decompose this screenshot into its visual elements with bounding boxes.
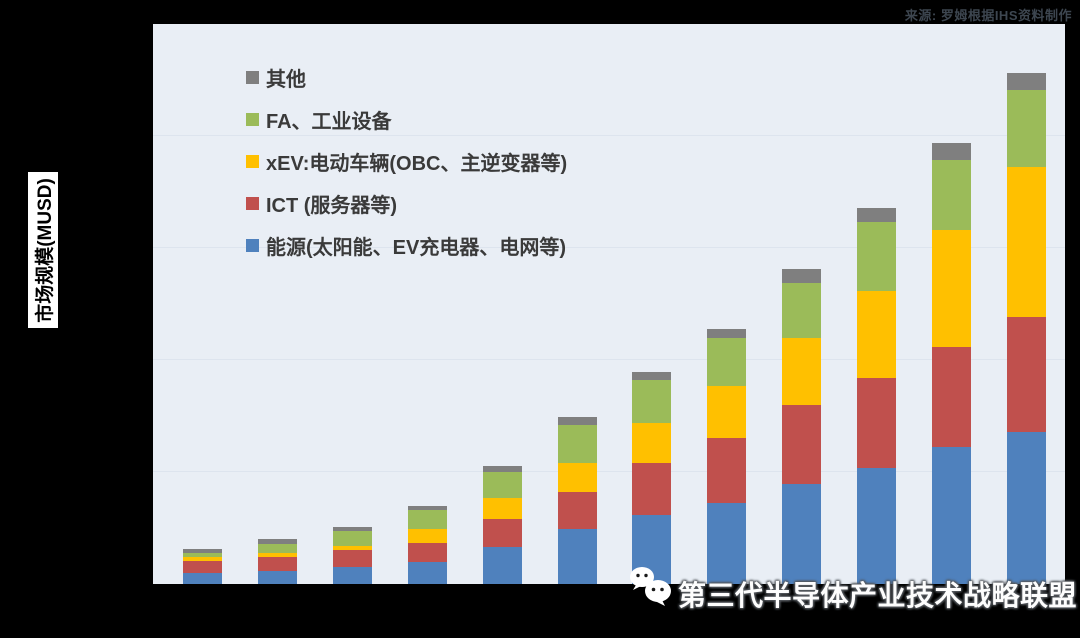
gridline (153, 135, 1065, 136)
bar-segment (932, 447, 971, 584)
legend-swatch (246, 154, 259, 168)
bar-segment (332, 545, 372, 551)
stacked-bar (782, 269, 822, 584)
bar-segment (1006, 431, 1046, 584)
bar-segment (482, 497, 522, 520)
stacked-bar (482, 466, 522, 584)
legend: 其他 FA、工业设备 xEV:电动车辆(OBC、主逆变器等) ICT (服务器等) 能源… (246, 56, 567, 266)
bar-segment (557, 463, 597, 493)
bar-segment (557, 424, 597, 464)
legend-swatch (246, 112, 259, 126)
bar-segment (932, 346, 971, 448)
plot-area: 其他 FA、工业设备 xEV:电动车辆(OBC、主逆变器等) ICT (服务器等) 能源… (153, 24, 1065, 584)
legend-item: FA、工业设备 (246, 98, 567, 140)
y-axis-label-box: 市场规模(MUSD) (28, 172, 58, 328)
stacked-bar (707, 328, 747, 584)
legend-label: 其他 (266, 68, 306, 91)
legend-label: 能源(太阳能、EV充电器、电网等) (266, 236, 566, 259)
bar-segment (407, 561, 447, 584)
legend-swatch (246, 196, 259, 210)
bar-segment (932, 230, 971, 347)
stacked-bar (932, 142, 971, 584)
bar-segment (482, 547, 522, 584)
legend-item: xEV:电动车辆(OBC、主逆变器等) (246, 140, 567, 182)
stacked-bar (407, 505, 447, 584)
bar-segment (257, 552, 297, 558)
bar-segment (183, 549, 222, 553)
stacked-bar (557, 417, 597, 584)
bar-segment (482, 472, 522, 498)
bar-segment (932, 159, 971, 231)
bar-segment (1006, 90, 1046, 168)
legend-label: FA、工业设备 (266, 110, 392, 133)
bar-segment (782, 484, 822, 584)
stacked-bar (183, 549, 222, 584)
bar-segment (707, 385, 747, 439)
stacked-bar (857, 207, 897, 584)
legend-swatch (246, 70, 259, 84)
bar-segment (257, 539, 297, 544)
bar-segment (183, 560, 222, 573)
bar-segment (857, 377, 897, 468)
wechat-icon (630, 567, 671, 606)
stacked-bar (632, 372, 672, 584)
bar-segment (857, 467, 897, 584)
bar-segment (707, 337, 747, 386)
bar-segment (557, 492, 597, 530)
bar-segment (183, 552, 222, 558)
bar-segment (632, 380, 672, 423)
bar-segment (557, 529, 597, 584)
bar-segment (782, 404, 822, 485)
bar-segment (407, 510, 447, 530)
bar-segment (857, 207, 897, 223)
bar-segment (857, 222, 897, 291)
bar-segment (407, 529, 447, 543)
bar-segment (482, 466, 522, 473)
bar-segment (1006, 73, 1046, 91)
legend-label: xEV:电动车辆(OBC、主逆变器等) (266, 152, 568, 175)
bar-segment (482, 519, 522, 548)
bar-segment (632, 372, 672, 381)
legend-item: ICT (服务器等) (246, 182, 567, 224)
legend-swatch (246, 238, 259, 252)
bar-segment (257, 557, 297, 571)
stacked-bar (257, 539, 297, 584)
bar-segment (183, 557, 222, 561)
bar-segment (1006, 317, 1046, 432)
bar-segment (407, 542, 447, 562)
bar-segment (707, 503, 747, 584)
bar-segment (407, 505, 447, 511)
source-note: 来源: 罗姆根据IHS资料制作 (904, 8, 1072, 23)
legend-label: ICT (服务器等) (266, 194, 398, 217)
stacked-bar (1006, 73, 1046, 584)
gridline (153, 471, 1065, 472)
bar-segment (557, 417, 597, 425)
bar-segment (332, 550, 372, 568)
bar-segment (1006, 167, 1046, 318)
bar-segment (707, 438, 747, 504)
bar-segment (632, 422, 672, 464)
gridline (153, 247, 1065, 248)
bar-segment (782, 269, 822, 283)
bar-segment (257, 543, 297, 553)
bar-segment (332, 531, 372, 546)
gridline (153, 359, 1065, 360)
legend-item: 能源(太阳能、EV充电器、电网等) (246, 224, 567, 266)
stacked-bar (332, 526, 372, 584)
bar-segment (183, 572, 222, 584)
bar-segment (257, 570, 297, 584)
bar-segment (857, 290, 897, 378)
bar-segment (782, 282, 822, 338)
legend-item: 其他 (246, 56, 567, 98)
bar-segment (932, 142, 971, 160)
watermark: 第三代半导体产业技术战略联盟 (628, 566, 1077, 614)
bar-segment (332, 567, 372, 584)
bar-segment (782, 337, 822, 405)
y-axis-label: 市场规模(MUSD) (34, 177, 56, 323)
bar-segment (332, 526, 372, 532)
bar-segment (632, 463, 672, 515)
bar-segment (707, 328, 747, 338)
watermark-text: 第三代半导体产业技术战略联盟 (678, 580, 1078, 611)
